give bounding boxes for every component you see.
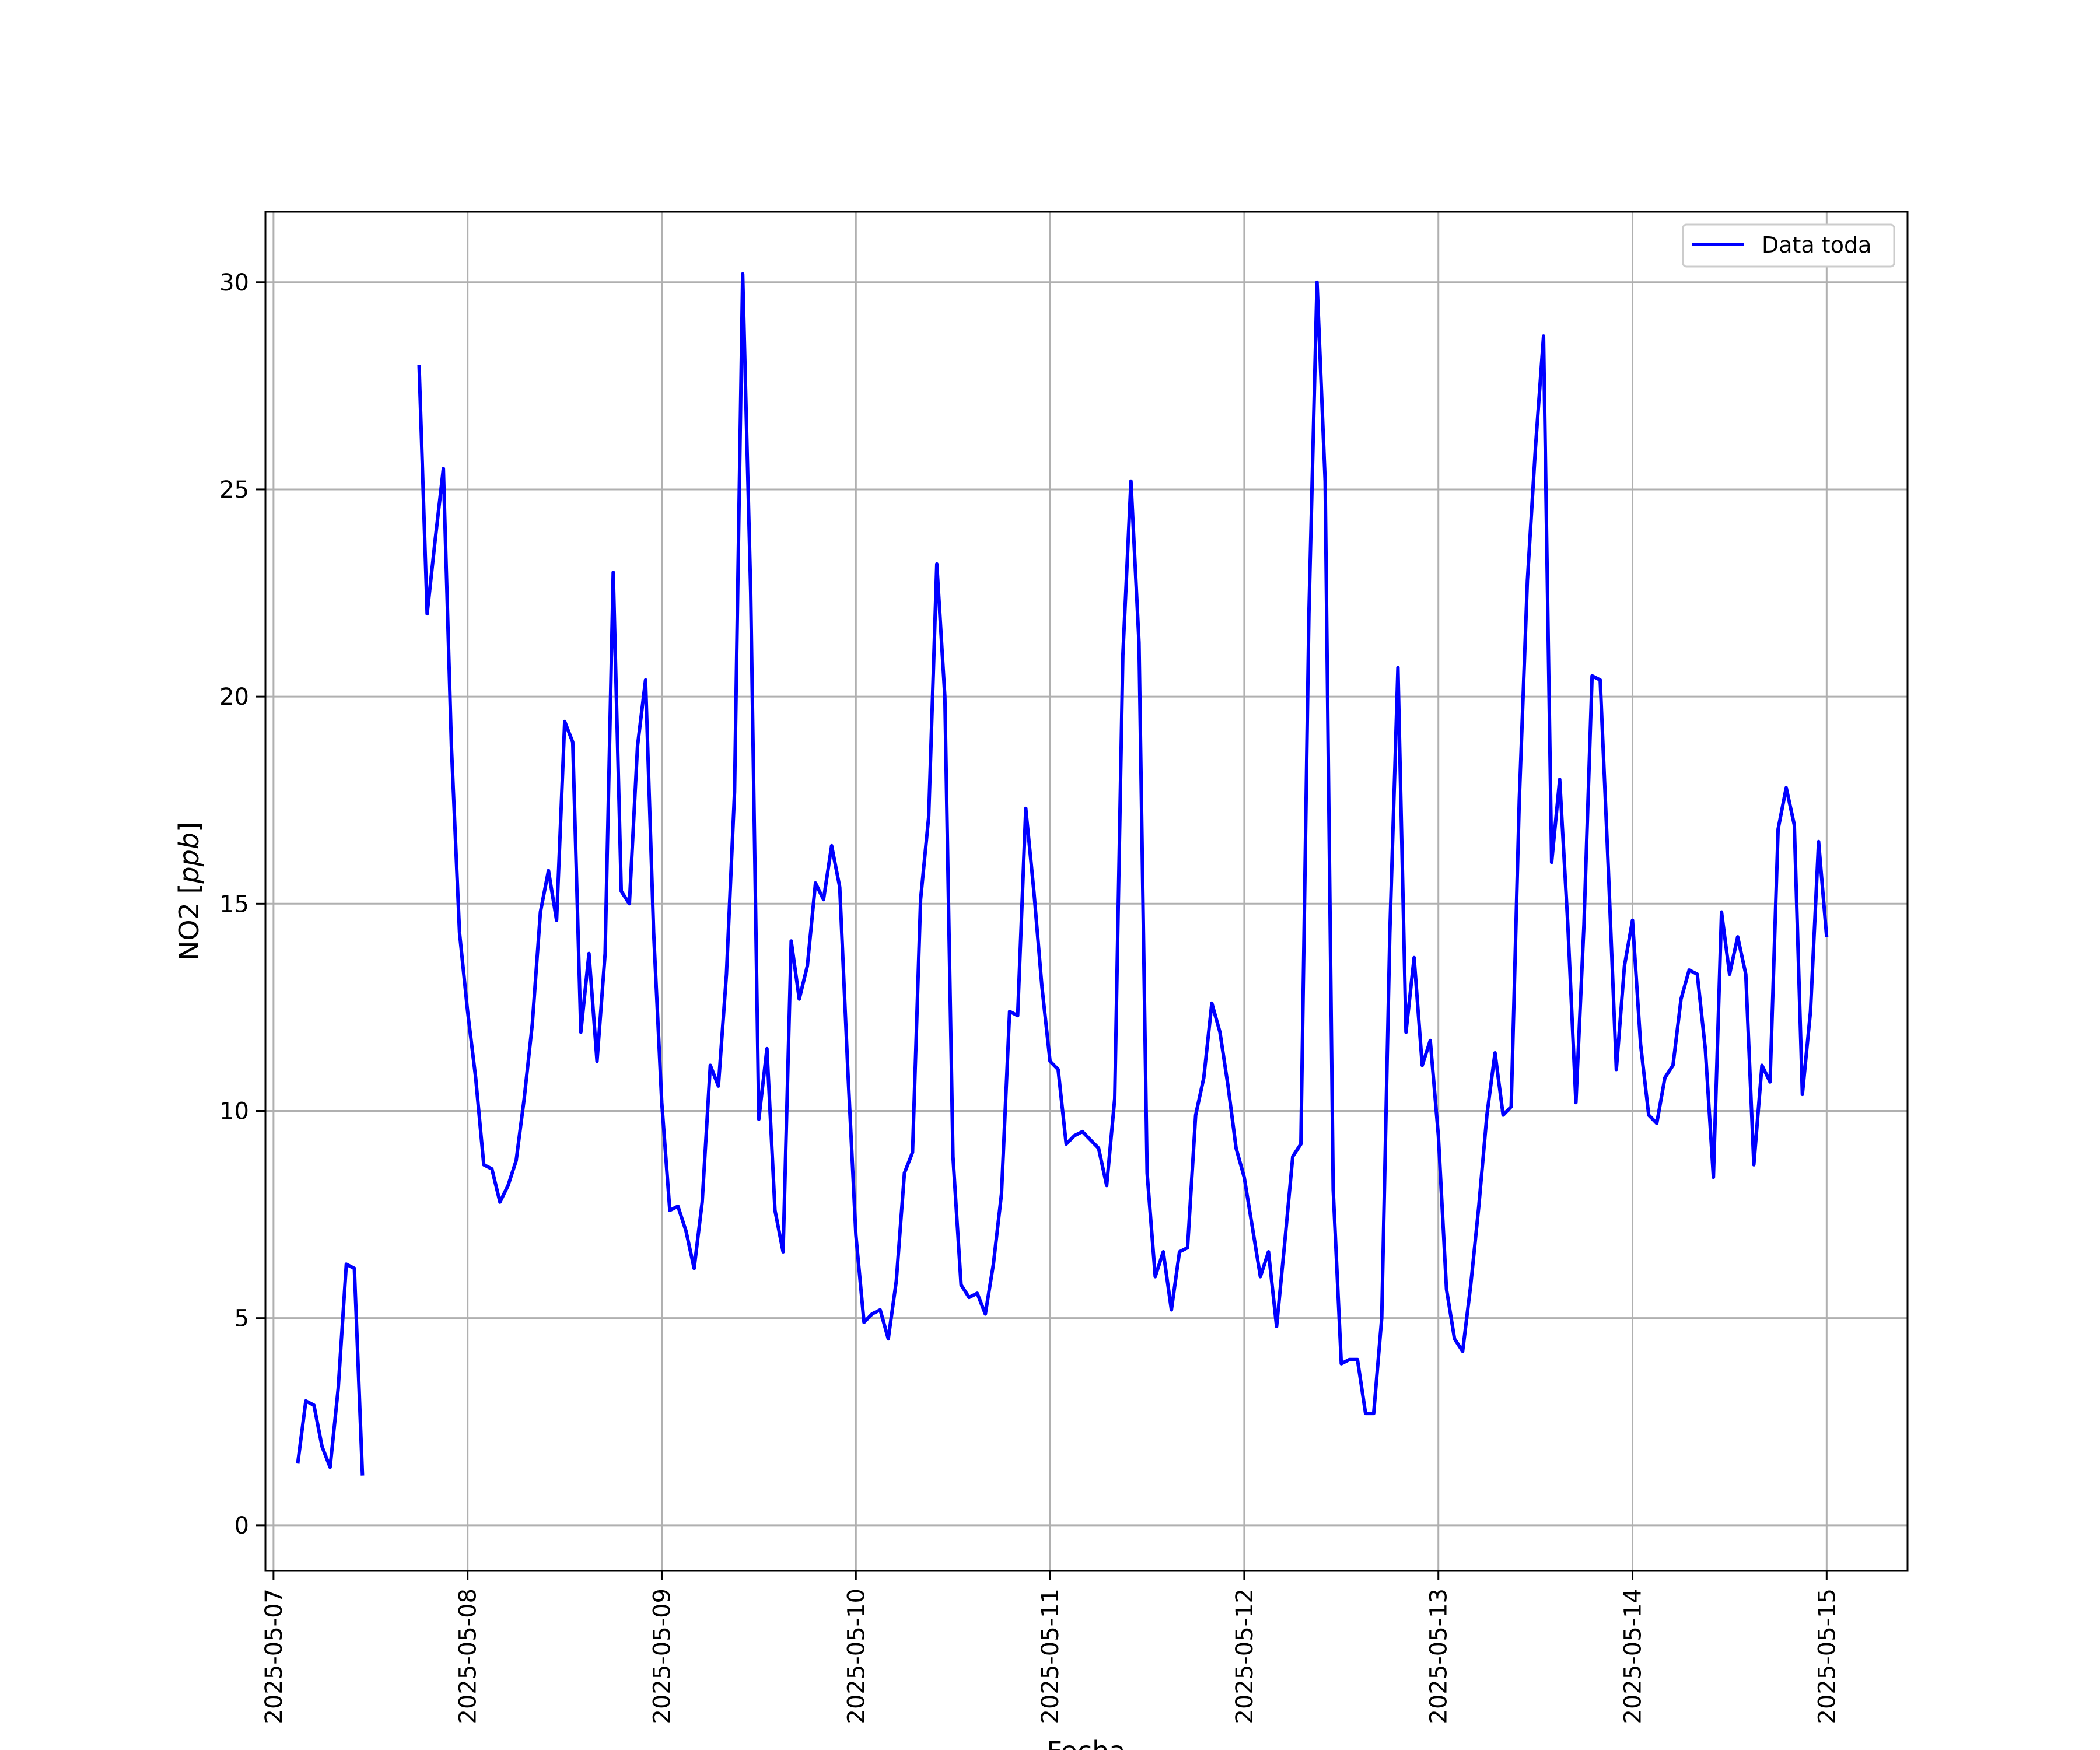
legend: Data toda [1682, 223, 1895, 268]
x-tick-label: 2025-05-15 [1814, 1588, 1840, 1724]
y-tick-label: 0 [235, 1513, 249, 1539]
plot-frame [264, 211, 1909, 1572]
legend-box [1682, 223, 1895, 268]
series-line-segment [296, 1262, 365, 1476]
y-axis-title: NO2 [ppb] [173, 822, 205, 961]
y-tick-label: 10 [219, 1098, 249, 1125]
y-axis-ticks: 0 5 10 15 20 25 30 [219, 270, 265, 1539]
legend-label: Data toda [1762, 232, 1871, 258]
y-tick-label: 15 [219, 891, 249, 918]
x-tick-label: 2025-05-08 [455, 1588, 482, 1724]
grid-lines [265, 212, 1908, 1571]
x-tick-label: 2025-05-10 [843, 1588, 870, 1724]
series-line-segment [417, 272, 1829, 1416]
x-tick-label: 2025-05-13 [1426, 1588, 1452, 1724]
series-layer [296, 272, 1829, 1476]
x-tick-label: 2025-05-11 [1037, 1588, 1064, 1724]
y-tick-label: 5 [235, 1306, 249, 1332]
x-tick-label: 2025-05-14 [1620, 1588, 1647, 1724]
x-tick-label: 2025-05-12 [1231, 1588, 1258, 1724]
x-tick-label: 2025-05-09 [649, 1588, 676, 1724]
x-tick-label: 2025-05-07 [261, 1588, 288, 1724]
y-tick-label: 20 [219, 684, 249, 710]
x-axis-ticks: 2025-05-07 2025-05-08 2025-05-09 2025-05-10… [261, 1571, 1840, 1724]
plot-area [265, 212, 1908, 1571]
y-tick-label: 30 [219, 270, 249, 296]
x-axis-title: Fecha [1047, 1735, 1126, 1750]
y-tick-label: 25 [219, 477, 249, 503]
